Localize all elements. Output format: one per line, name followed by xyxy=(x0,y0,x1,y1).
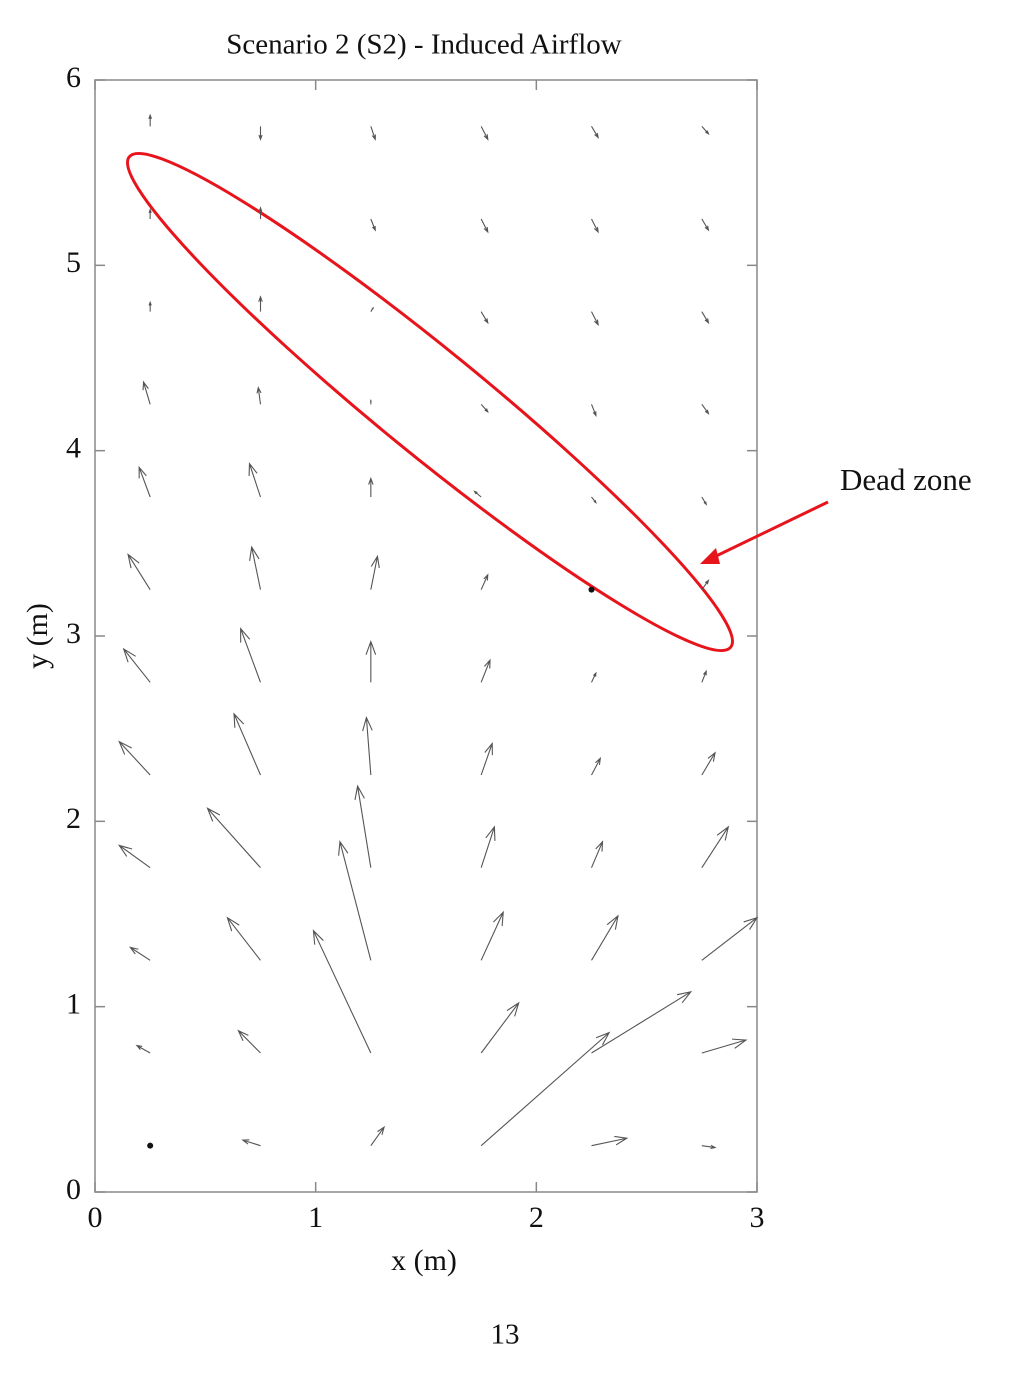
arrow xyxy=(701,916,759,961)
arrow xyxy=(368,476,374,497)
arrow xyxy=(701,496,708,506)
arrow xyxy=(701,125,710,135)
arrow xyxy=(258,126,263,141)
arrow xyxy=(249,545,262,590)
arrow xyxy=(701,404,710,415)
arrow xyxy=(591,756,602,776)
arrow xyxy=(480,573,489,590)
arrow xyxy=(480,1031,611,1147)
arrow xyxy=(118,740,151,776)
arrow xyxy=(362,715,373,776)
arrow xyxy=(480,741,493,776)
arrow xyxy=(248,462,262,498)
arrow xyxy=(241,1139,261,1147)
dead-zone-ellipse xyxy=(126,151,734,653)
arrow xyxy=(701,825,730,868)
annotation: Dead zone xyxy=(840,462,972,497)
arrow xyxy=(237,1029,261,1054)
arrow xyxy=(148,208,152,219)
y-tick-label: 4 xyxy=(66,432,81,465)
arrow xyxy=(338,840,372,961)
arrow xyxy=(258,206,263,219)
arrow xyxy=(701,1038,748,1054)
arrow xyxy=(240,627,262,683)
arrow xyxy=(480,403,489,413)
arrow xyxy=(258,295,263,312)
arrow xyxy=(142,380,151,405)
y-axis-label: y (m) xyxy=(21,603,54,669)
arrow xyxy=(591,126,599,139)
arrow xyxy=(590,840,604,868)
arrow xyxy=(370,306,374,312)
arrow xyxy=(370,126,376,141)
annotation-arrow xyxy=(711,500,829,560)
arrow xyxy=(117,844,151,869)
arrow xyxy=(148,300,152,312)
arrow xyxy=(128,946,151,961)
arrow xyxy=(370,554,380,590)
chart-title: Scenario 2 (S2) - Induced Airflow xyxy=(226,29,621,61)
arrow xyxy=(147,1142,154,1149)
arrow xyxy=(701,218,710,232)
y-tick-label: 6 xyxy=(66,61,81,94)
arrow xyxy=(365,639,377,683)
arrow xyxy=(591,914,619,961)
x-tick-label: 3 xyxy=(750,1201,765,1234)
y-tick-label: 3 xyxy=(66,617,81,650)
arrow xyxy=(138,465,151,498)
arrow xyxy=(233,712,262,776)
arrow xyxy=(354,784,372,868)
y-tick-label: 5 xyxy=(66,246,81,279)
arrow xyxy=(591,990,693,1054)
arrow xyxy=(480,311,489,325)
annotation-arrowhead xyxy=(700,548,720,564)
arrow xyxy=(256,386,262,405)
arrow xyxy=(480,218,489,234)
arrow xyxy=(312,929,372,1054)
arrow xyxy=(590,404,597,417)
x-tick-label: 1 xyxy=(308,1201,323,1234)
arrow xyxy=(206,807,261,869)
arrow xyxy=(473,490,482,498)
arrow xyxy=(701,579,710,590)
arrow xyxy=(226,916,261,961)
arrow xyxy=(122,647,151,683)
plot-frame xyxy=(94,79,758,1193)
arrow xyxy=(591,671,597,683)
x-tick-label: 2 xyxy=(529,1201,544,1234)
arrow xyxy=(591,311,599,327)
x-tick-label: 0 xyxy=(88,1201,103,1234)
arrow xyxy=(480,126,489,141)
arrow xyxy=(127,553,151,590)
y-tick-label: 1 xyxy=(66,988,81,1021)
x-axis-label: x (m) xyxy=(391,1244,457,1277)
arrow xyxy=(701,1144,717,1150)
arrow xyxy=(701,311,710,325)
y-tick-label: 2 xyxy=(66,802,81,835)
arrow xyxy=(701,751,716,776)
y-tick-label: 0 xyxy=(66,1173,81,1206)
arrow xyxy=(370,1125,386,1146)
arrow xyxy=(369,399,372,405)
arrow xyxy=(591,218,599,234)
arrow xyxy=(148,113,153,127)
arrow xyxy=(591,496,597,504)
arrow xyxy=(480,1001,520,1054)
arrow xyxy=(591,1135,629,1147)
page-number: 13 xyxy=(491,1319,520,1351)
arrow xyxy=(135,1044,151,1054)
arrow xyxy=(480,658,491,683)
arrow xyxy=(701,669,707,683)
arrow xyxy=(480,910,504,961)
arrow xyxy=(588,586,595,593)
arrow xyxy=(480,825,496,868)
arrow xyxy=(370,218,376,232)
